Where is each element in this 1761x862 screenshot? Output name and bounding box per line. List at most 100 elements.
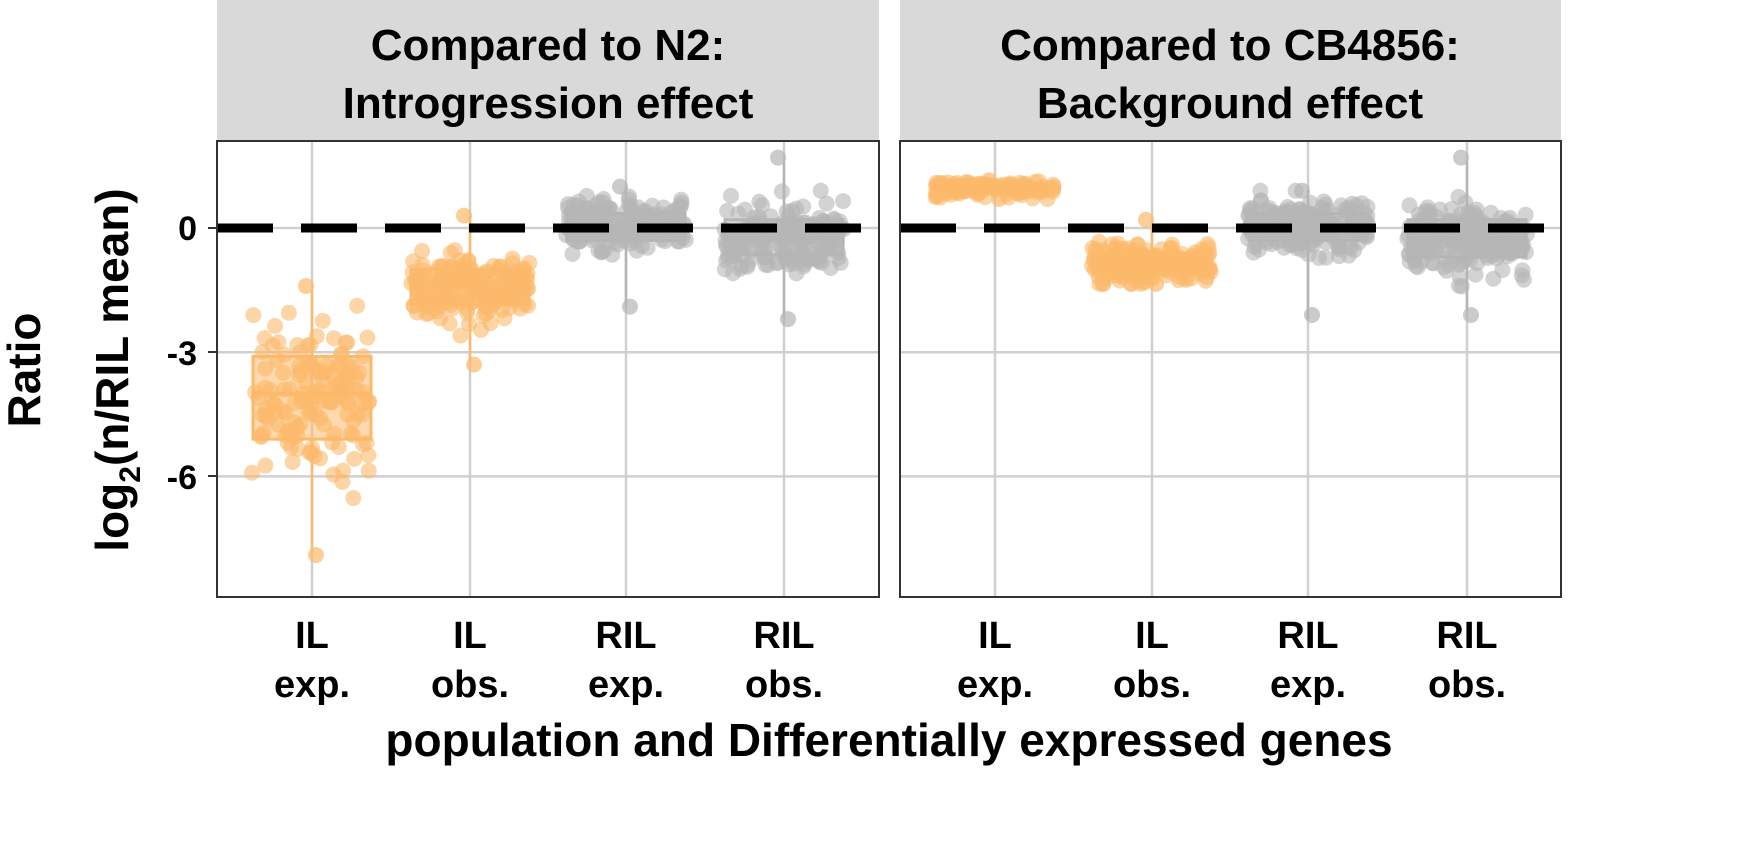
data-point bbox=[326, 425, 343, 442]
data-point bbox=[466, 356, 482, 373]
data-point bbox=[835, 193, 852, 210]
data-point bbox=[1485, 270, 1502, 287]
data-point bbox=[330, 383, 347, 400]
data-point bbox=[405, 253, 422, 270]
y-tick-label-minus6: -6 bbox=[167, 459, 197, 497]
data-point bbox=[446, 242, 463, 259]
data-point bbox=[405, 297, 422, 314]
data-point bbox=[267, 317, 284, 334]
data-point bbox=[1045, 176, 1062, 193]
data-point bbox=[981, 172, 997, 189]
data-point bbox=[245, 307, 262, 324]
x-tick-label-p1-il-obs-line2: obs. bbox=[431, 664, 509, 706]
x-tick-label-p1-il-exp-line1: IL bbox=[295, 615, 329, 657]
data-point bbox=[1484, 238, 1501, 255]
data-point bbox=[578, 187, 595, 204]
data-point bbox=[1427, 242, 1444, 259]
data-point bbox=[720, 246, 737, 263]
data-point bbox=[755, 249, 772, 266]
x-tick-label-p1-ril-exp-line1: RIL bbox=[595, 615, 656, 657]
data-point bbox=[1314, 199, 1331, 216]
x-tick-label-p1-il-obs-line1: IL bbox=[453, 615, 487, 657]
y-tick-label-0: 0 bbox=[178, 210, 197, 248]
data-point bbox=[1453, 278, 1470, 295]
data-point bbox=[330, 439, 347, 456]
y-axis-title-ratio: Ratio bbox=[0, 313, 50, 428]
data-point bbox=[1445, 231, 1462, 248]
data-point bbox=[1299, 225, 1316, 242]
data-point bbox=[1135, 273, 1152, 290]
data-point bbox=[1467, 266, 1484, 283]
x-tick-label-p2-ril-obs-line2: obs. bbox=[1428, 664, 1506, 706]
data-point bbox=[345, 413, 362, 430]
data-point bbox=[253, 429, 270, 446]
data-point bbox=[732, 260, 749, 277]
data-point bbox=[812, 182, 829, 199]
data-point bbox=[257, 360, 274, 377]
data-point bbox=[1107, 247, 1124, 264]
data-point bbox=[640, 207, 657, 224]
data-point bbox=[351, 364, 368, 381]
data-point bbox=[1517, 206, 1534, 223]
data-point bbox=[1138, 242, 1155, 259]
data-point bbox=[1002, 176, 1019, 193]
data-point bbox=[1469, 228, 1486, 245]
data-point bbox=[780, 311, 796, 328]
data-point bbox=[414, 242, 431, 259]
data-point bbox=[281, 381, 298, 398]
data-point bbox=[520, 297, 537, 314]
y-axis-title-log-rest: (n/RIL mean) bbox=[86, 188, 138, 466]
data-point bbox=[276, 346, 293, 363]
data-point bbox=[440, 288, 457, 305]
data-point bbox=[353, 395, 370, 412]
data-point bbox=[1451, 256, 1468, 273]
data-point bbox=[1431, 201, 1448, 218]
data-point bbox=[673, 191, 690, 208]
data-point bbox=[468, 278, 485, 295]
box-il-obs bbox=[403, 207, 538, 373]
data-point bbox=[1331, 241, 1348, 258]
data-point bbox=[1164, 236, 1181, 253]
x-tick-label-p2-il-obs-line1: IL bbox=[1135, 615, 1169, 657]
panel-n2-title-line1: Compared to N2: bbox=[371, 21, 725, 70]
data-point bbox=[622, 298, 638, 315]
panel-n2: Compared to N2: Introgression effect bbox=[216, 0, 880, 598]
data-point bbox=[280, 304, 297, 321]
x-tick-label-p1-il-exp-line2: exp. bbox=[274, 664, 350, 706]
data-point bbox=[1359, 208, 1376, 225]
data-point bbox=[756, 232, 773, 249]
y-axis-title-log-sub: 2 bbox=[114, 466, 147, 483]
data-point bbox=[345, 490, 362, 507]
x-tick-label-p1-ril-obs-line1: RIL bbox=[753, 615, 814, 657]
data-point bbox=[770, 149, 786, 166]
data-point bbox=[432, 310, 449, 327]
data-point bbox=[1166, 250, 1183, 267]
panel-n2-plot-area bbox=[217, 149, 879, 564]
data-point bbox=[621, 235, 638, 252]
data-point bbox=[342, 425, 359, 442]
data-point bbox=[334, 462, 351, 479]
data-point bbox=[1138, 211, 1154, 228]
data-point bbox=[1411, 236, 1428, 253]
data-point bbox=[354, 348, 371, 365]
panel-cb4856-title-line2: Background effect bbox=[1037, 79, 1424, 128]
data-point bbox=[289, 337, 306, 354]
data-point bbox=[573, 207, 590, 224]
data-point bbox=[955, 177, 972, 194]
y-axis-title: Ratio log2(n/RIL mean) bbox=[0, 188, 147, 551]
x-tick-label-p2-il-exp-line1: IL bbox=[978, 615, 1012, 657]
data-point bbox=[333, 346, 350, 363]
data-point bbox=[1304, 237, 1321, 254]
data-point bbox=[1318, 249, 1335, 266]
data-point bbox=[600, 200, 617, 217]
data-point bbox=[415, 275, 432, 292]
y-axis-title-log-main: log bbox=[86, 483, 138, 552]
data-point bbox=[359, 329, 376, 346]
data-point bbox=[564, 245, 581, 262]
data-point bbox=[452, 327, 469, 344]
data-point bbox=[492, 259, 509, 276]
data-point bbox=[277, 427, 294, 444]
data-point bbox=[1287, 235, 1304, 252]
data-point bbox=[428, 273, 445, 290]
data-point bbox=[1091, 275, 1108, 292]
